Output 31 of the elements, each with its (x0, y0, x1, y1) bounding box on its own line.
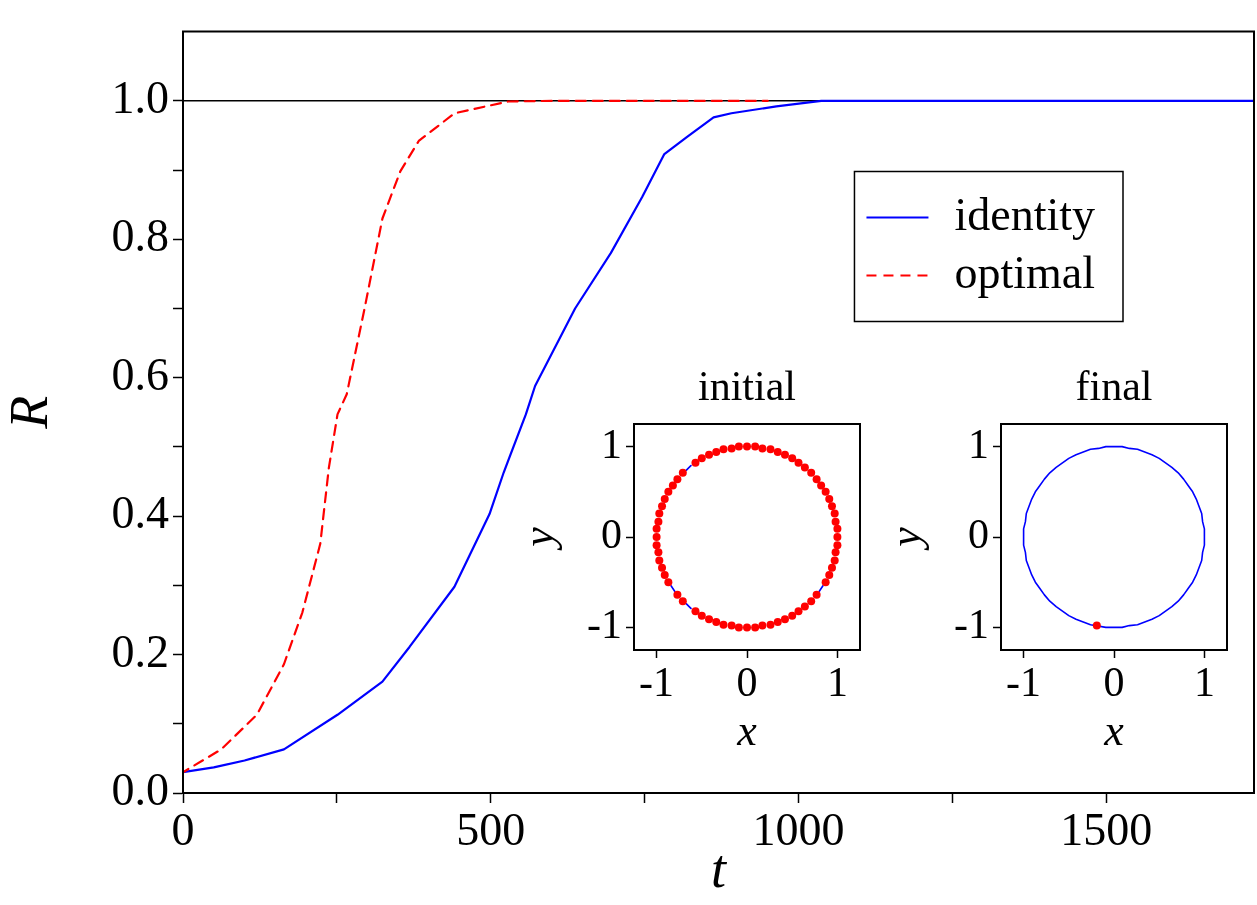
x-tick-label: 500 (456, 803, 526, 855)
y-tick-label: 0.2 (111, 625, 169, 677)
y-tick-label: 0 (601, 511, 622, 558)
y-axis-title: y (880, 526, 930, 551)
legend-label: optimal (954, 246, 1096, 298)
x-tick-label: -1 (1006, 659, 1042, 706)
y-axis-title: y (513, 526, 563, 551)
x-tick-label: 1 (1193, 659, 1215, 706)
x-tick-label: 0 (736, 659, 758, 706)
y-tick-label: 1 (601, 420, 622, 467)
y-tick-label: 0.8 (111, 210, 169, 262)
y-tick-label: 0.4 (111, 487, 169, 539)
x-axis-title: x (1103, 706, 1125, 756)
y-tick-label: 1.0 (111, 71, 169, 123)
y-tick-label: -1 (954, 601, 989, 648)
x-tick-label: 1500 (1060, 803, 1153, 855)
x-axis-title: x (736, 706, 758, 756)
y-tick-label: 0.6 (111, 348, 169, 400)
y-tick-label: -1 (587, 601, 622, 648)
y-axis-title: R (0, 395, 59, 430)
y-tick-label: 0 (968, 511, 989, 558)
y-tick-label: 1 (968, 420, 989, 467)
chart-title: initial (698, 363, 796, 410)
y-tick-label: 0.0 (111, 764, 169, 816)
x-tick-label: 1000 (752, 803, 845, 855)
x-tick-label: 1 (826, 659, 848, 706)
x-axis-title: t (710, 838, 728, 899)
chart-title: final (1075, 363, 1153, 410)
x-tick-label: -1 (639, 659, 675, 706)
x-tick-label: 0 (1103, 659, 1125, 706)
legend-label: identity (954, 188, 1096, 240)
